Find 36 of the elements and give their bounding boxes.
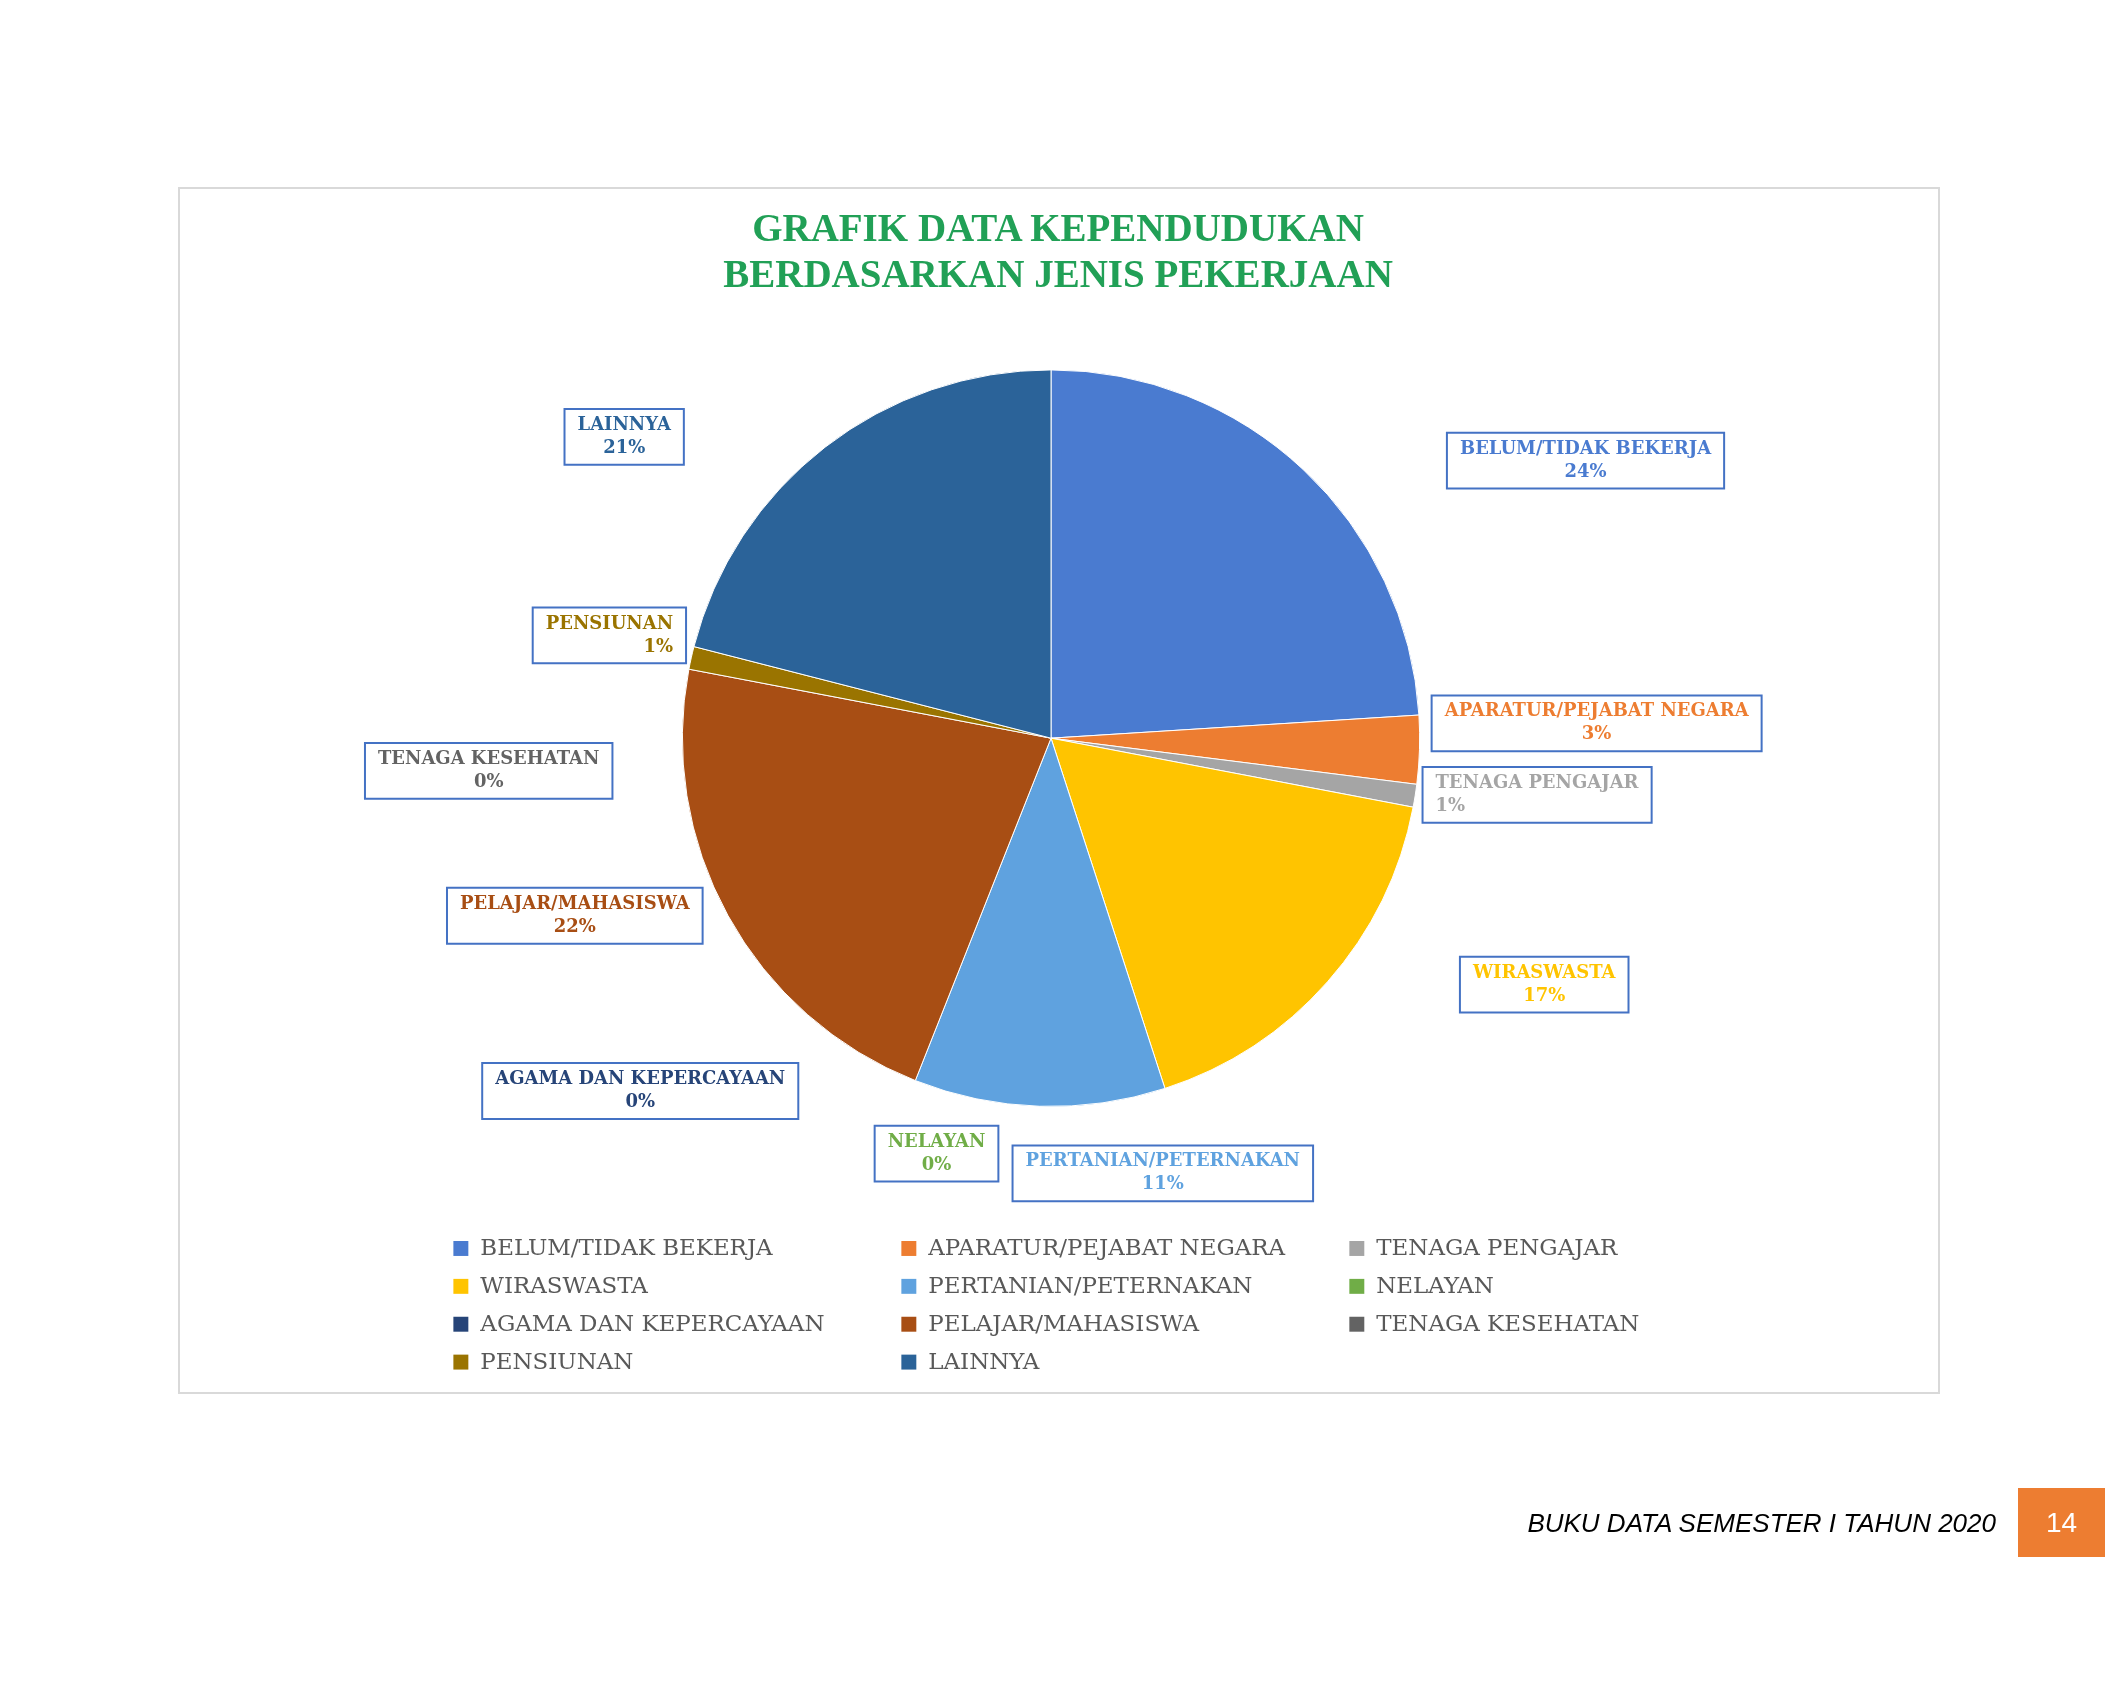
text: 0% — [921, 1152, 952, 1174]
slice-label: APARATUR/PEJABAT NEGARA — [1443, 699, 1750, 721]
data-label: 11% — [1141, 1172, 1184, 1194]
text: BUKU DATA SEMESTER I TAHUN 2020 — [1527, 1508, 1996, 1538]
slice-label: PENSIUNAN — [545, 611, 674, 633]
data-label: 22% — [553, 914, 596, 936]
legend-label: PENSIUNAN — [480, 1348, 634, 1375]
chart-title: GRAFIK DATA KEPENDUDUKAN BERDASARKAN JENIS PEKERJAAN — [722, 205, 1394, 297]
slice-label: LAINNYA — [577, 413, 672, 435]
slice-label: PERTANIAN/PETERNAKAN — [1025, 1149, 1301, 1171]
legend-label: LAINNYA — [928, 1348, 1040, 1375]
legend-label: PELAJAR/MAHASISWA — [928, 1310, 1200, 1337]
legend-label: BELUM/TIDAK BEKERJA — [480, 1234, 774, 1261]
legend-label: WIRASWASTA — [480, 1272, 649, 1299]
category-label: AGAMA DAN KEPERCAYAAN — [495, 1067, 786, 1089]
data-label: 21% — [603, 435, 646, 457]
text: 14 — [2045, 1506, 2078, 1539]
data-label: 24% — [1564, 459, 1607, 481]
text: 0% — [473, 770, 504, 792]
slice-label: WIRASWASTA — [1471, 960, 1617, 982]
slice-label: BELUM/TIDAK BEKERJA — [1459, 436, 1713, 458]
legend-label: AGAMA DAN KEPERCAYAAN — [479, 1310, 825, 1337]
data-label: 1% — [1435, 793, 1466, 815]
category-label: NELAYAN — [887, 1129, 986, 1151]
data-label: 1% — [643, 634, 674, 656]
slice-label: PELAJAR/MAHASISWA — [460, 891, 691, 913]
legend-label: PERTANIAN/PETERNAKAN — [928, 1272, 1253, 1299]
legend-label: APARATUR/PEJABAT NEGARA — [927, 1234, 1286, 1261]
text: 0% — [625, 1090, 656, 1112]
data-label: 3% — [1581, 722, 1612, 744]
slice-label: TENAGA PENGAJAR — [1435, 771, 1640, 793]
legend-label: TENAGA KESEHATAN — [1376, 1310, 1640, 1337]
legend-label: TENAGA PENGAJAR — [1376, 1234, 1618, 1261]
data-label: 17% — [1523, 983, 1566, 1005]
legend-label: NELAYAN — [1376, 1272, 1494, 1299]
category-label: TENAGA KESEHATAN — [378, 747, 600, 769]
